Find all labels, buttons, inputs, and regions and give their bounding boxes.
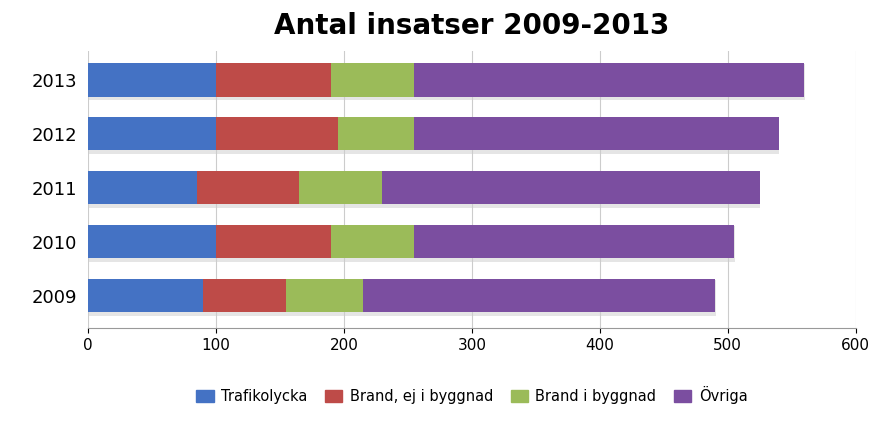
- Bar: [203, 279, 287, 312]
- Bar: [363, 279, 714, 312]
- Bar: [415, 117, 779, 150]
- Bar: [287, 279, 363, 312]
- Bar: [383, 171, 759, 205]
- Bar: [338, 117, 415, 150]
- Bar: [89, 118, 780, 154]
- Bar: [88, 171, 197, 205]
- Title: Antal insatser 2009-2013: Antal insatser 2009-2013: [274, 12, 669, 40]
- Bar: [216, 225, 332, 258]
- Bar: [88, 225, 216, 258]
- Bar: [216, 117, 338, 150]
- Bar: [332, 63, 415, 96]
- Bar: [89, 226, 735, 262]
- Bar: [89, 172, 760, 208]
- Bar: [88, 279, 203, 312]
- Bar: [415, 63, 804, 96]
- Bar: [299, 171, 383, 205]
- Bar: [89, 280, 715, 316]
- Legend: Trafikolycka, Brand, ej i byggnad, Brand i byggnad, Övriga: Trafikolycka, Brand, ej i byggnad, Brand…: [191, 380, 753, 410]
- Bar: [88, 117, 216, 150]
- Bar: [88, 63, 216, 96]
- Bar: [332, 225, 415, 258]
- Bar: [415, 225, 734, 258]
- Bar: [197, 171, 299, 205]
- Bar: [216, 63, 332, 96]
- Bar: [89, 64, 805, 100]
